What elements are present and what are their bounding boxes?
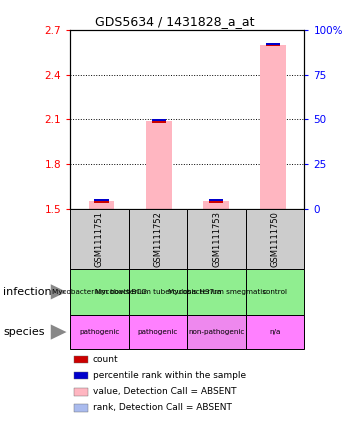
Text: Mycobacterium tuberculosis H37ra: Mycobacterium tuberculosis H37ra [95,289,221,295]
Text: rank, Detection Call = ABSENT: rank, Detection Call = ABSENT [93,403,232,412]
Text: infection: infection [4,287,52,297]
Text: percentile rank within the sample: percentile rank within the sample [93,371,246,380]
Text: GSM1111750: GSM1111750 [271,211,280,267]
Bar [209,201,223,203]
Polygon shape [51,324,66,340]
Bar [260,44,286,209]
Text: species: species [4,327,45,337]
Bar [266,44,280,47]
Text: Mycobacterium bovis BCG: Mycobacterium bovis BCG [52,289,147,295]
Bar [209,199,223,201]
Text: Mycobacterium smegmatis: Mycobacterium smegmatis [168,289,266,295]
Bar [152,121,166,123]
Bar [94,201,108,203]
Bar [94,199,108,201]
Text: GSM1111753: GSM1111753 [212,211,221,267]
Bar [152,119,166,121]
Bar [203,201,229,209]
Polygon shape [51,284,66,299]
Bar [89,201,114,209]
Text: n/a: n/a [270,329,281,335]
Text: count: count [93,355,118,364]
Bar [146,121,172,209]
Text: GSM1111752: GSM1111752 [153,211,162,267]
Bar [266,43,280,44]
Text: value, Detection Call = ABSENT: value, Detection Call = ABSENT [93,387,236,396]
Text: pathogenic: pathogenic [138,329,178,335]
Text: GDS5634 / 1431828_a_at: GDS5634 / 1431828_a_at [95,15,255,28]
Text: GSM1111751: GSM1111751 [95,211,104,267]
Text: pathogenic: pathogenic [79,329,119,335]
Text: non-pathogenic: non-pathogenic [188,329,245,335]
Text: control: control [263,289,288,295]
